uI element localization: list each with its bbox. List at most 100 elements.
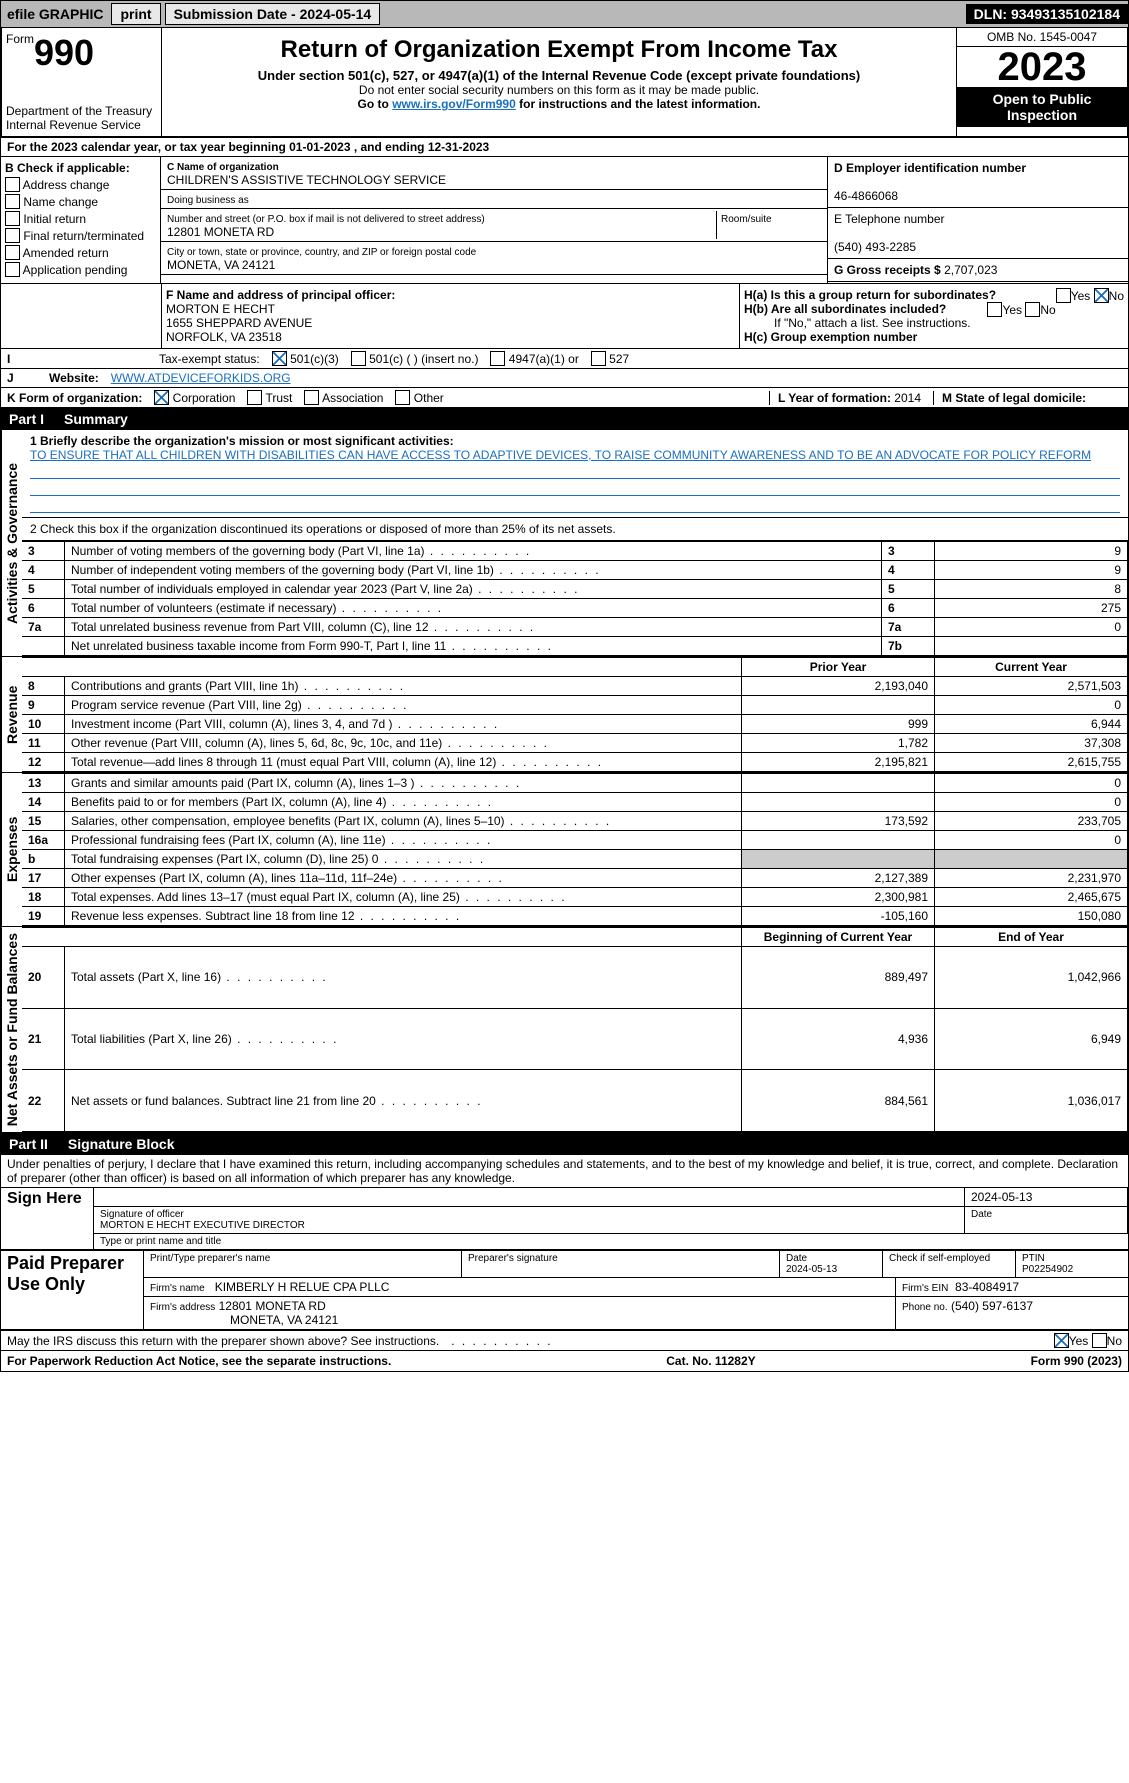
mission-text[interactable]: TO ENSURE THAT ALL CHILDREN WITH DISABIL…	[30, 448, 1091, 462]
efile-label: efile GRAPHIC	[1, 4, 109, 24]
box-b-label: B Check if applicable:	[5, 161, 156, 175]
4947: 4947(a)(1) or	[509, 352, 579, 366]
rev-tab: Revenue	[1, 657, 22, 772]
self-emp-label: Check if self-employed	[883, 1251, 1016, 1277]
line-2-text: 2 Check this box if the organization dis…	[30, 522, 616, 536]
rev-table: Prior YearCurrent Year 8Contributions an…	[22, 657, 1128, 772]
box-f-h: F Name and address of principal officer:…	[0, 284, 1129, 349]
line-i: I Tax-exempt status: 501(c)(3) 501(c) ( …	[0, 349, 1129, 369]
check-amended[interactable]: Amended return	[5, 245, 156, 260]
gov-tab: Activities & Governance	[1, 430, 22, 656]
current-year-hdr: Current Year	[935, 658, 1128, 677]
firm-addr-label: Firm's address	[150, 1302, 215, 1313]
sign-date: 2024-05-13	[965, 1188, 1128, 1206]
line-j: J Website: WWW.ATDEVICEFORKIDS.ORG	[0, 369, 1129, 388]
paid-prep-label: Paid Preparer Use Only	[1, 1251, 144, 1329]
form-title: Return of Organization Exempt From Incom…	[166, 36, 952, 64]
form-id-block: Form990 Department of the Treasury Inter…	[2, 28, 162, 136]
officer-name: MORTON E HECHT	[166, 302, 275, 316]
website-label: Website:	[49, 371, 99, 385]
firm-ein: 83-4084917	[955, 1280, 1019, 1294]
prior-year-hdr: Prior Year	[742, 658, 935, 677]
room-label: Room/suite	[721, 214, 772, 225]
dba-label: Doing business as	[167, 195, 249, 206]
footer: For Paperwork Reduction Act Notice, see …	[0, 1351, 1129, 1372]
year-block: OMB No. 1545-0047 2023 Open to Public In…	[957, 28, 1127, 136]
line-a: For the 2023 calendar year, or tax year …	[0, 138, 1129, 157]
501c: 501(c) ( ) (insert no.)	[369, 352, 478, 366]
website-link[interactable]: WWW.ATDEVICEFORKIDS.ORG	[111, 371, 291, 385]
firm-phone-label: Phone no.	[902, 1302, 948, 1313]
foot-mid: Cat. No. 11282Y	[666, 1354, 755, 1368]
part-1-title: Summary	[64, 411, 128, 427]
phone-label: E Telephone number	[834, 212, 945, 226]
part-2-num: Part II	[9, 1136, 48, 1152]
end-year-hdr: End of Year	[935, 928, 1128, 947]
discuss-row: May the IRS discuss this return with the…	[0, 1331, 1129, 1351]
501c3: 501(c)(3)	[290, 352, 339, 366]
part-2-header: Part II Signature Block	[0, 1133, 1129, 1155]
ssn-note: Do not enter social security numbers on …	[166, 83, 952, 97]
gov-section: Activities & Governance 1 Briefly descri…	[0, 430, 1129, 657]
exp-tab: Expenses	[1, 773, 22, 926]
assoc: Association	[322, 391, 383, 405]
mission-label: 1 Briefly describe the organization's mi…	[30, 434, 1120, 448]
ptin-value: P02254902	[1022, 1264, 1073, 1275]
part-2-title: Signature Block	[68, 1136, 175, 1152]
firm-label: Firm's name	[150, 1283, 205, 1294]
check-initial-return[interactable]: Initial return	[5, 211, 156, 226]
irs-link[interactable]: www.irs.gov/Form990	[392, 97, 516, 111]
prep-name-label: Print/Type preparer's name	[144, 1251, 462, 1277]
preparer-block: Paid Preparer Use Only Print/Type prepar…	[0, 1251, 1129, 1331]
perjury-text: Under penalties of perjury, I declare th…	[0, 1155, 1129, 1188]
print-button[interactable]: print	[111, 3, 160, 25]
527: 527	[609, 352, 629, 366]
exp-section: Expenses 13Grants and similar amounts pa…	[0, 773, 1129, 927]
officer-label: F Name and address of principal officer:	[166, 288, 395, 302]
org-city: MONETA, VA 24121	[167, 258, 275, 272]
discuss-yes: Yes	[1069, 1334, 1089, 1348]
gov-table: 3Number of voting members of the governi…	[22, 541, 1128, 656]
net-section: Net Assets or Fund Balances Beginning of…	[0, 927, 1129, 1133]
sign-block: Sign Here 2024-05-13 Signature of office…	[0, 1188, 1129, 1251]
ptin-label: PTIN	[1022, 1253, 1045, 1264]
prep-sig-label: Preparer's signature	[462, 1251, 780, 1277]
irs-label: Internal Revenue Service	[6, 118, 157, 132]
sig-officer-label: Signature of officer	[100, 1209, 184, 1220]
officer-street: 1655 SHEPPARD AVENUE	[166, 316, 312, 330]
org-name: CHILDREN'S ASSISTIVE TECHNOLOGY SERVICE	[167, 173, 446, 187]
part-1-num: Part I	[9, 411, 44, 427]
officer-city: NORFOLK, VA 23518	[166, 330, 282, 344]
ein-label: D Employer identification number	[834, 161, 1026, 175]
phone-value: (540) 493-2285	[834, 240, 916, 254]
box-c: C Name of organizationCHILDREN'S ASSISTI…	[161, 157, 828, 283]
part-1-header: Part I Summary	[0, 408, 1129, 430]
foot-right: Form 990 (2023)	[1031, 1354, 1122, 1368]
check-name-change[interactable]: Name change	[5, 194, 156, 209]
firm-addr1: 12801 MONETA RD	[219, 1299, 326, 1313]
sign-here-label: Sign Here	[1, 1188, 94, 1249]
submission-date-button[interactable]: Submission Date - 2024-05-14	[165, 3, 381, 25]
line-2: 2 Check this box if the organization dis…	[22, 518, 1128, 541]
hb-no: No	[1040, 303, 1055, 317]
box-d-e-g: D Employer identification number46-48660…	[828, 157, 1128, 283]
foot-left: For Paperwork Reduction Act Notice, see …	[7, 1354, 391, 1368]
prep-date: 2024-05-13	[786, 1264, 837, 1275]
check-final-return[interactable]: Final return/terminated	[5, 228, 156, 243]
addr-label: Number and street (or P.O. box if mail i…	[167, 214, 485, 225]
line-l-label: L Year of formation:	[778, 391, 891, 405]
check-app-pending[interactable]: Application pending	[5, 262, 156, 277]
line-k-label: K Form of organization:	[7, 391, 142, 405]
rev-section: Revenue Prior YearCurrent Year 8Contribu…	[0, 657, 1129, 773]
goto-suffix: for instructions and the latest informat…	[516, 97, 761, 111]
goto-prefix: Go to	[358, 97, 393, 111]
exp-table: 13Grants and similar amounts paid (Part …	[22, 773, 1128, 926]
prep-date-label: Date	[786, 1253, 807, 1264]
discuss-text: May the IRS discuss this return with the…	[7, 1334, 439, 1348]
year-formed: 2014	[894, 391, 921, 405]
type-name-label: Type or print name and title	[94, 1234, 1128, 1249]
ha-label: H(a) Is this a group return for subordin…	[744, 288, 996, 302]
net-tab: Net Assets or Fund Balances	[1, 927, 22, 1132]
check-address-change[interactable]: Address change	[5, 177, 156, 192]
dln-label: DLN: 93493135102184	[966, 4, 1128, 24]
